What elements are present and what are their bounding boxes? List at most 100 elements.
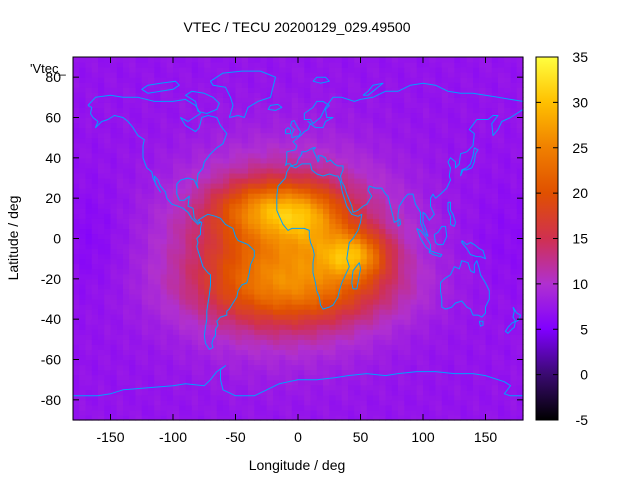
heatmap-cell <box>398 258 405 265</box>
heatmap-cell <box>298 384 305 391</box>
heatmap-cell <box>291 57 299 63</box>
heatmap-cell <box>429 243 437 250</box>
heatmap-cell <box>385 142 393 149</box>
heatmap-cell <box>191 263 199 270</box>
heatmap-cell <box>191 273 199 280</box>
heatmap-cell <box>435 87 443 93</box>
heatmap-cell <box>341 399 349 406</box>
heatmap-cell <box>141 409 149 416</box>
heatmap-cell <box>329 188 337 194</box>
heatmap-cell <box>304 334 312 340</box>
heatmap-cell <box>129 319 137 325</box>
heatmap-cell <box>298 97 305 103</box>
heatmap-cell <box>116 344 124 351</box>
heatmap-cell <box>91 147 99 154</box>
heatmap-cell <box>398 97 405 103</box>
heatmap-cell <box>135 324 143 330</box>
heatmap-cell <box>485 147 493 154</box>
heatmap-cell <box>223 127 230 134</box>
heatmap-cell <box>98 178 105 184</box>
heatmap-cell <box>354 157 362 164</box>
heatmap-cell <box>273 329 280 335</box>
heatmap-cell <box>416 384 424 391</box>
heatmap-cell <box>473 344 480 351</box>
heatmap-cell <box>485 97 493 103</box>
heatmap-cell <box>198 263 205 270</box>
heatmap-cell <box>285 268 293 275</box>
heatmap-cell <box>123 404 130 411</box>
heatmap-cell <box>116 183 124 189</box>
heatmap-cell <box>73 243 80 250</box>
heatmap-cell <box>291 208 299 214</box>
heatmap-cell <box>154 288 162 295</box>
heatmap-cell <box>348 137 355 144</box>
heatmap-cell <box>198 142 205 149</box>
heatmap-cell <box>254 203 262 209</box>
heatmap-cell <box>166 389 174 396</box>
heatmap-cell <box>148 389 155 396</box>
heatmap-cell <box>460 107 468 114</box>
heatmap-cell <box>104 369 112 376</box>
heatmap-cell <box>266 82 274 88</box>
heatmap-cell <box>391 193 399 199</box>
heatmap-cell <box>235 188 243 194</box>
heatmap-cell <box>291 349 299 356</box>
heatmap-cell <box>254 288 262 295</box>
heatmap-cell <box>460 379 468 386</box>
heatmap-cell <box>179 188 187 194</box>
heatmap-cell <box>79 137 87 144</box>
heatmap-cell <box>179 157 187 164</box>
heatmap-cell <box>260 409 268 416</box>
heatmap-cell <box>98 228 105 235</box>
heatmap-cell <box>216 77 224 83</box>
heatmap-cell <box>248 248 255 255</box>
heatmap-cell <box>98 117 105 124</box>
heatmap-cell <box>391 188 399 194</box>
heatmap-cell <box>316 203 324 209</box>
heatmap-cell <box>348 218 355 224</box>
heatmap-cell <box>198 107 205 114</box>
heatmap-cell <box>235 213 243 219</box>
heatmap-cell <box>91 122 99 129</box>
heatmap-cell <box>98 203 105 209</box>
heatmap-cell <box>341 188 349 194</box>
heatmap-cell <box>354 193 362 199</box>
heatmap-cell <box>373 389 380 396</box>
heatmap-cell <box>323 404 330 411</box>
heatmap-cell <box>348 268 355 275</box>
heatmap-cell <box>498 228 505 235</box>
heatmap-cell <box>273 57 280 63</box>
heatmap-cell <box>323 349 330 356</box>
heatmap-cell <box>304 57 312 63</box>
heatmap-cell <box>416 389 424 396</box>
heatmap-cell <box>360 223 368 230</box>
heatmap-cell <box>504 344 512 351</box>
heatmap-cell <box>329 329 337 335</box>
heatmap-cell <box>491 188 499 194</box>
heatmap-cell <box>460 359 468 366</box>
heatmap-cell <box>141 324 149 330</box>
heatmap-cell <box>391 233 399 240</box>
heatmap-cell <box>341 193 349 199</box>
heatmap-cell <box>135 92 143 98</box>
heatmap-cell <box>460 299 468 305</box>
heatmap-cell <box>485 409 493 416</box>
heatmap-cell <box>441 263 449 270</box>
heatmap-cell <box>316 87 324 93</box>
heatmap-cell <box>423 359 430 366</box>
heatmap-cell <box>241 233 249 240</box>
heatmap-cell <box>173 233 180 240</box>
heatmap-cell <box>204 67 212 73</box>
heatmap-cell <box>410 288 418 295</box>
heatmap-cell <box>429 399 437 406</box>
heatmap-cell <box>110 162 118 169</box>
heatmap-cell <box>329 62 337 68</box>
heatmap-cell <box>160 167 168 174</box>
heatmap-cell <box>304 374 312 381</box>
heatmap-cell <box>135 157 143 164</box>
heatmap-cell <box>323 172 330 179</box>
heatmap-cell <box>223 203 230 209</box>
heatmap-cell <box>410 268 418 275</box>
heatmap-cell <box>166 72 174 78</box>
heatmap-cell <box>235 167 243 174</box>
